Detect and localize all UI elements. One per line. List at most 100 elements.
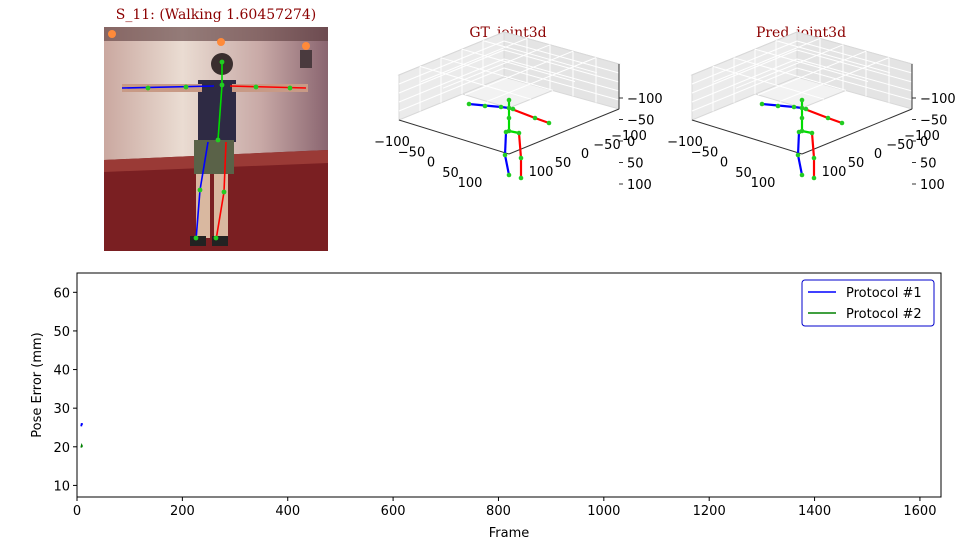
bone-right-thigh — [517, 132, 523, 159]
axes3d-grid-line — [691, 58, 798, 103]
joint-lsh — [466, 101, 472, 107]
plot-area — [76, 272, 942, 498]
series-line-protocol2 — [80, 442, 84, 448]
x-axis-ticks: 0 200 400 600 800 1000 1200 1400 1600 — [73, 497, 936, 519]
x-tick-label: 0 — [73, 504, 81, 519]
joint-rel — [825, 115, 831, 121]
joint-lsh — [759, 101, 765, 107]
x-tick-label: 600 — [381, 504, 406, 519]
x-tick-label: 400 — [275, 504, 300, 519]
axes3d-grid-line — [398, 49, 505, 94]
axes3d-x-axis-line — [398, 119, 510, 155]
axes3d-grid-line — [775, 40, 891, 74]
x-tick-label: 1200 — [693, 504, 726, 519]
y3d-tick-label: −50 — [593, 138, 620, 153]
joint-rhip — [516, 130, 522, 136]
joint-spine — [799, 115, 805, 121]
bone-left-shin — [796, 154, 804, 176]
axes3d-grid-line — [420, 37, 528, 83]
z-tick-label: −100 — [627, 92, 663, 107]
axes3d-grid-line — [464, 50, 574, 96]
axes3d-grid-line — [735, 44, 844, 89]
y3d-tick-label: 50 — [848, 156, 865, 171]
axes3d-grid-line — [503, 67, 620, 101]
axes3d-grid-line — [503, 40, 620, 74]
y-tick-label: 40 — [53, 364, 70, 379]
bone-left-thigh — [503, 131, 508, 156]
axes3d-y-axis-line — [801, 108, 913, 155]
z-tick-label: 0 — [920, 135, 928, 150]
y3d-tick-label: −100 — [611, 129, 647, 144]
series-line-protocol1 — [80, 422, 84, 427]
joint-rkn — [811, 155, 817, 161]
joint-ran — [811, 175, 817, 181]
x3d-tick-label: −50 — [691, 145, 718, 160]
axes3d-grid-line — [503, 58, 620, 92]
axes3d-grid-line — [779, 57, 890, 102]
y3d-tick-label: 0 — [874, 147, 882, 162]
axes3d-grid-line — [461, 48, 576, 83]
x3d-tick-label: 0 — [720, 156, 728, 171]
joint-rkn — [518, 155, 524, 161]
axes3d-grid-line — [442, 44, 551, 89]
axes3d-grid-line — [398, 58, 505, 103]
x-tick-label: 800 — [486, 504, 511, 519]
y-tick-label: 60 — [53, 286, 70, 301]
joint-neck — [506, 105, 512, 111]
y-tick-label: 50 — [53, 325, 70, 340]
axes3d-grid-line — [398, 40, 505, 85]
x3d-tick-label: 50 — [735, 166, 752, 181]
y3d-tick-label: 0 — [581, 147, 589, 162]
axes3d-grid-line — [691, 49, 798, 94]
legend-label-protocol2: Protocol #2 — [846, 307, 922, 322]
x3d-tick-label: −100 — [667, 135, 703, 150]
axes3d-x-axis-line — [691, 119, 803, 155]
y3d-tick-label: 50 — [555, 156, 572, 171]
image-panel-title: S_11: (Walking 1.60457274) — [116, 7, 317, 23]
y-axis-ticks: 10 20 30 40 50 60 — [53, 286, 77, 494]
x-tick-label: 1000 — [587, 504, 620, 519]
axes3d-grid-line — [733, 57, 847, 91]
bone-left-shin — [503, 154, 511, 176]
z-tick-label: 0 — [627, 135, 635, 150]
x-tick-label: 1400 — [798, 504, 831, 519]
x3d-tick-label: −100 — [374, 135, 410, 150]
x3d-tick-label: 50 — [442, 166, 459, 181]
series-lines — [80, 422, 84, 448]
axes3d-grid-line — [796, 67, 913, 101]
axes3d-grid-line — [691, 67, 798, 112]
z-tick-label: −100 — [920, 92, 956, 107]
z-tick-label: 50 — [627, 157, 644, 172]
joint-lkn — [502, 152, 508, 158]
joint-lel — [482, 103, 488, 109]
joint-spine — [506, 115, 512, 121]
joint-head — [799, 97, 805, 103]
axes3d-grid-line — [796, 58, 913, 92]
joint-lhip — [796, 129, 802, 135]
pred-joint3d-panel: Pred_joint3d −100−50050100−100−500501001… — [667, 25, 956, 193]
y3d-tick-label: 100 — [529, 165, 554, 180]
bone-right-thigh — [810, 132, 816, 159]
z-tick-label: 50 — [920, 157, 937, 172]
x3d-tick-label: 100 — [458, 176, 483, 191]
gt-joint3d-panel: GT_joint3d −100−50050100−100−50050100100… — [374, 25, 663, 193]
pose-error-chart: 0 200 400 600 800 1000 1200 1400 1600 10 20 30 40 50… — [30, 272, 942, 540]
joint-lhip — [503, 129, 509, 135]
x-tick-label: 200 — [170, 504, 195, 519]
joint-lan — [506, 172, 512, 178]
axes3d-grid-line — [754, 48, 869, 83]
bone-left-thigh — [796, 131, 801, 156]
axes3d-grid-line — [757, 50, 867, 96]
z-tick-label: 100 — [627, 178, 652, 193]
y-axis-label: Pose Error (mm) — [30, 332, 45, 438]
axes3d-grid-line — [482, 40, 598, 74]
joint-lan — [799, 172, 805, 178]
y3d-tick-label: −100 — [904, 129, 940, 144]
joint-lwr — [791, 104, 797, 110]
legend: Protocol #1 Protocol #2 — [801, 279, 935, 327]
axes3d-grid-line — [796, 40, 913, 74]
joint-rhip — [809, 130, 815, 136]
joint-rwr — [839, 120, 845, 126]
z-tick-label: 100 — [920, 178, 945, 193]
